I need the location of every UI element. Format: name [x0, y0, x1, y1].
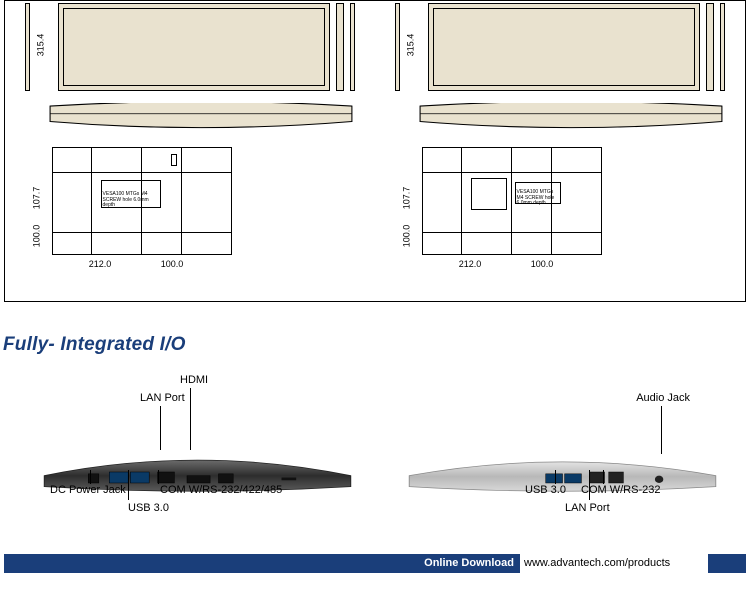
io-right-unit: Audio Jack USB 3.0 — [405, 374, 720, 524]
io-label-dc: DC Power Jack — [50, 484, 126, 496]
side-profile-icon — [706, 3, 714, 91]
back-horizontal-dims: 212.0 100.0 — [53, 259, 355, 269]
download-label: Online Download — [424, 554, 520, 573]
front-panel — [58, 3, 330, 91]
footer-end-gap — [708, 554, 746, 573]
dim-label: 100.0 — [31, 225, 41, 248]
front-panel — [428, 3, 700, 91]
footer-bar: Online Download www.advantech.com/produc… — [4, 554, 746, 573]
vesa-note: VESA100 MTGs M4 SCREW hole 6.0mm depth — [517, 190, 561, 207]
section-heading: Fully- Integrated I/O — [3, 334, 750, 356]
dim-label: 100.0 — [401, 225, 411, 248]
side-profile-icon — [336, 3, 344, 91]
io-area: HDMI LAN Port — [0, 374, 750, 554]
io-left-unit: HDMI LAN Port — [40, 374, 355, 524]
io-label-usb: USB 3.0 — [525, 484, 566, 496]
io-label-audio: Audio Jack — [636, 392, 690, 404]
side-profile-icon — [720, 3, 725, 91]
front-view-row: 315.4 — [395, 1, 725, 91]
diagram-right-unit: 315.4 107.7 100.0 — [395, 1, 725, 269]
back-vertical-dims: 107.7 100.0 — [25, 147, 48, 255]
io-label-hdmi: HDMI — [180, 374, 208, 386]
side-profile-icon — [350, 3, 355, 91]
dim-label: 212.0 — [53, 259, 147, 269]
io-label-lan: LAN Port — [140, 392, 185, 404]
dim-label: 107.7 — [401, 187, 411, 210]
dimensions-diagram-box: 315.4 107.7 100.0 — [4, 0, 746, 302]
download-url: www.advantech.com/products — [520, 554, 708, 573]
io-label-usb: USB 3.0 — [128, 502, 169, 514]
dim-label: 107.7 — [31, 187, 41, 210]
back-view-row: 107.7 100.0 VESA100 MTGs M4 SCREW hole 6… — [395, 147, 725, 255]
dim-height-label: 315.4 — [35, 34, 45, 57]
diagram-row: 315.4 107.7 100.0 — [25, 1, 725, 269]
dim-height: 315.4 — [29, 1, 52, 89]
back-panel: VESA100 MTGs M4 SCREW hole 6.0mm depth — [52, 147, 232, 255]
dim-height-label: 315.4 — [405, 34, 415, 57]
bottom-profile — [47, 103, 355, 121]
vesa-note: VESA100 MTGs M4 SCREW hole 6.0mm depth — [103, 192, 159, 209]
io-label-com: COM W/RS-232/422/485 — [160, 484, 282, 496]
dim-label: 100.0 — [517, 259, 567, 269]
back-view-row: 107.7 100.0 VESA100 MTGs M4 SCREW hole 6… — [25, 147, 355, 255]
diagram-left-unit: 315.4 107.7 100.0 — [25, 1, 355, 269]
io-label-lan: LAN Port — [565, 502, 610, 514]
back-vertical-dims: 107.7 100.0 — [395, 147, 418, 255]
back-horizontal-dims: 212.0 100.0 — [423, 259, 725, 269]
bottom-profile — [417, 103, 725, 121]
dim-label: 100.0 — [147, 259, 197, 269]
back-panel: VESA100 MTGs M4 SCREW hole 6.0mm depth — [422, 147, 602, 255]
front-view-row: 315.4 — [25, 1, 355, 91]
dim-height: 315.4 — [399, 1, 422, 89]
io-label-com: COM W/RS-232 — [581, 484, 660, 496]
dim-label: 212.0 — [423, 259, 517, 269]
